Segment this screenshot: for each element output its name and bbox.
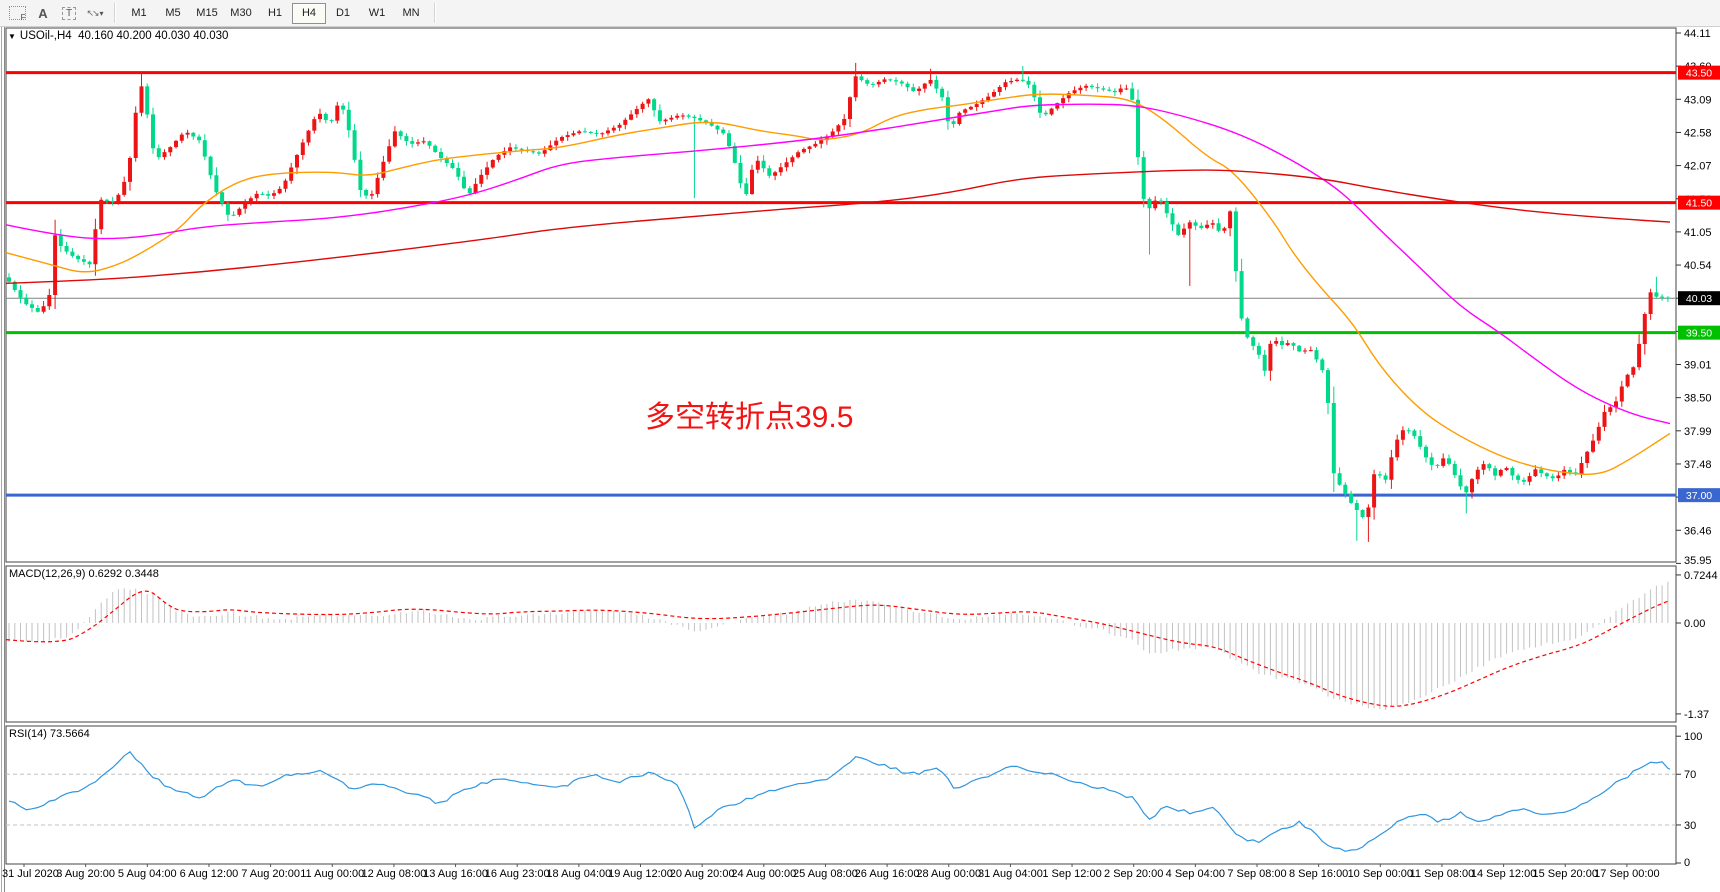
time-axis-label: 20 Aug 20:00 [670, 868, 735, 880]
time-axis-label: 15 Sep 20:00 [1533, 868, 1598, 880]
chart-text-annotation[interactable]: 多空转折点39.5 [645, 401, 854, 434]
time-axis-label: 31 Jul 2020 [2, 868, 59, 880]
price-level-chip-text: 40.03 [1686, 293, 1712, 305]
price-tick-label: 37.48 [1684, 459, 1712, 471]
time-axis-label: 24 Aug 00:00 [731, 868, 796, 880]
price-tick-label: 44.11 [1684, 28, 1711, 40]
price-tick-label: 43.09 [1684, 94, 1712, 106]
price-tick-label: 40.54 [1684, 260, 1712, 272]
timeframe-button-m15[interactable]: M15 [196, 7, 218, 19]
time-axis-label: 25 Aug 08:00 [793, 868, 858, 880]
main-chart-group [5, 62, 1676, 542]
time-axis-label: 8 Sep 16:00 [1289, 868, 1348, 880]
macd-histogram-bars [8, 581, 1669, 710]
rsi-tick-label: 30 [1684, 820, 1696, 832]
toolbar-separator [434, 3, 436, 23]
rsi-tick-label: 0 [1684, 857, 1690, 869]
time-axis-label: 18 Aug 04:00 [546, 868, 611, 880]
collapse-triangle-icon[interactable]: ▼ [8, 32, 16, 41]
time-axis-label: 4 Sep 04:00 [1166, 868, 1225, 880]
ma-fast-orange [5, 93, 1671, 475]
open-value: 40.160 [78, 30, 114, 42]
timeframe-button-h1[interactable]: H1 [267, 7, 283, 19]
time-axis-label: 31 Aug 04:00 [978, 868, 1043, 880]
chart-ohlc-header: ▼ USOil-,H4 40.160 40.200 40.030 40.030 [8, 30, 228, 42]
ma-mid-magenta [5, 103, 1671, 425]
main-panel-plot-area[interactable] [5, 27, 1677, 563]
macd-tick-label: -1.37 [1684, 709, 1709, 721]
price-tick-label: 42.07 [1684, 161, 1712, 173]
time-axis-label: 16 Aug 23:00 [485, 868, 550, 880]
rsi-tick-label: 70 [1684, 769, 1696, 781]
timeframe-button-m1[interactable]: M1 [131, 7, 147, 19]
macd-tick-label: 0.00 [1684, 618, 1705, 630]
timeframe-button-w1[interactable]: W1 [368, 7, 386, 19]
text-box-icon[interactable]: T [57, 2, 81, 24]
time-axis-label: 11 Aug 00:00 [300, 868, 364, 880]
grid-f-icon[interactable]: F [5, 2, 29, 24]
price-tick-label: 36.46 [1684, 525, 1712, 537]
time-axis-label: 1 Sep 12:00 [1042, 868, 1101, 880]
symbol-period-label: USOil-,H4 [19, 30, 72, 42]
time-axis-label: 13 Aug 16:00 [423, 868, 488, 880]
price-level-chip-text: 41.50 [1686, 198, 1712, 210]
macd-tick-label: 0.7244 [1684, 570, 1718, 582]
low-value: 40.030 [154, 30, 191, 42]
toolbar: F A T ↖↘ ▾ M1 M5 M15 M30 H1 H4 D1 W1 MN [0, 0, 1720, 27]
time-axis-label: 2 Sep 20:00 [1104, 868, 1163, 880]
price-tick-label: 42.58 [1684, 127, 1712, 139]
time-axis-label: 6 Aug 12:00 [180, 868, 239, 880]
price-level-chip-41.50 [1678, 195, 1720, 210]
rsi-group [6, 750, 1676, 852]
rsi-panel-plot-area[interactable] [5, 725, 1677, 865]
rsi-line [8, 750, 1671, 852]
time-axis-label: 14 Sep 12:00 [1471, 868, 1536, 880]
chevron-down-icon: ▾ [99, 8, 104, 18]
price-level-chip-text: 43.50 [1686, 68, 1712, 80]
macd-group [5, 581, 1671, 710]
close-value: 40.030 [193, 30, 229, 42]
macd-indicator-label: MACD(12,26,9) 0.6292 0.3448 [9, 568, 159, 580]
time-axis-label: 19 Aug 12:00 [608, 868, 673, 880]
price-tick-label: 39.01 [1684, 360, 1712, 372]
time-axis-label: 26 Aug 16:00 [855, 868, 920, 880]
time-axis-label: 17 Sep 00:00 [1594, 868, 1659, 880]
high-value: 40.200 [116, 30, 152, 42]
price-tick-label: 35.95 [1684, 555, 1712, 567]
time-axis-label: 11 Sep 08:00 [1410, 868, 1475, 880]
draw-arrows-icon[interactable]: ↖↘ ▾ [86, 7, 104, 18]
price-level-chip-43.50 [1678, 65, 1720, 80]
time-axis-label: 5 Aug 04:00 [118, 868, 177, 880]
time-axis-label: 7 Aug 20:00 [241, 868, 300, 880]
price-tick-label: 38.50 [1684, 393, 1712, 405]
time-axis-label: 7 Sep 08:00 [1227, 868, 1286, 880]
rsi-indicator-label: RSI(14) 73.5664 [9, 728, 90, 740]
macd-signal-line [5, 590, 1671, 707]
price-level-chip-37.00 [1678, 488, 1720, 503]
timeframe-button-group: M1 M5 M15 M30 H1 H4 D1 W1 MN [122, 2, 428, 24]
time-axis-label: 28 Aug 00:00 [916, 868, 981, 880]
ma-slow-red [5, 169, 1671, 284]
price-level-chip-text: 39.50 [1686, 328, 1712, 340]
timeframe-button-mn[interactable]: MN [402, 7, 420, 19]
price-level-chip-40.03 [1678, 291, 1720, 306]
time-axis-label: 12 Aug 08:00 [361, 868, 426, 880]
price-tick-label: 41.05 [1684, 227, 1712, 239]
timeframe-button-h4[interactable]: H4 [292, 2, 326, 24]
rsi-tick-label: 100 [1684, 731, 1702, 743]
timeframe-button-m5[interactable]: M5 [165, 7, 181, 19]
chart-canvas[interactable]: 44.1143.6043.0942.5842.0741.5641.0540.54… [0, 27, 1720, 892]
text-label-icon[interactable]: A [38, 5, 48, 21]
price-level-chip-39.50 [1678, 325, 1720, 340]
time-axis-label: 3 Aug 20:00 [56, 868, 115, 880]
price-tick-label: 37.99 [1684, 426, 1712, 438]
toolbar-separator [114, 3, 116, 23]
price-level-chip-text: 37.00 [1686, 490, 1712, 502]
timeframe-button-d1[interactable]: D1 [335, 7, 351, 19]
timeframe-button-m30[interactable]: M30 [230, 7, 252, 19]
time-axis-label: 10 Sep 00:00 [1348, 868, 1413, 880]
